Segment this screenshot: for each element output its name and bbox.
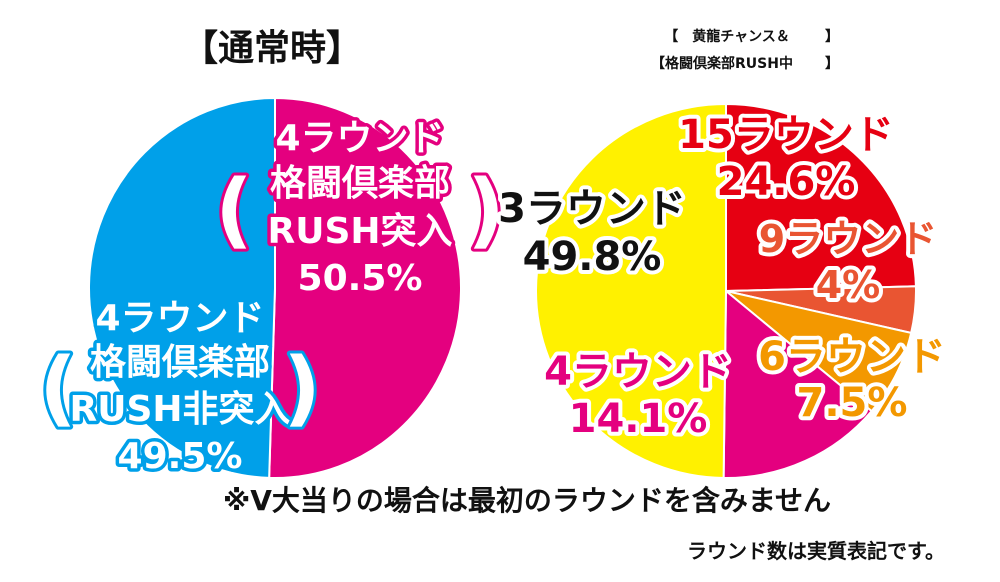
right-chart-title-line-1: 【 黄龍チャンス＆ [664,28,790,45]
left-label-1-paren-1: ( [215,163,252,258]
left-label-1-line-2: 格闘倶楽部 [270,163,450,204]
right-label-3-line-1: 6ラウンド [758,334,946,380]
left-pie-slice-2 [88,96,276,479]
right-chart-title-bracket-1: 】 [825,29,839,45]
right-pie-slice-4 [722,288,874,479]
right-chart-title-line-2: 【格闘倶楽部RUSH中 [651,55,793,72]
right-pie [535,102,917,479]
right-label-3-line-2: 7.5% [797,380,908,426]
right-label-4-line-2: 14.1% [569,396,708,442]
footnote: ※V大当りの場合は最初のラウンドを含みません [223,484,831,517]
right-label-5-line-2: 49.8% [523,234,662,280]
right-chart-title: 【 黄龍チャンス＆ 【格闘倶楽部RUSH中 】 】 [651,28,839,72]
left-pie-slice-1 [268,96,462,479]
right-label-1-line-2: 24.6% [717,159,856,205]
left-label-2-paren-2: ) [283,341,320,436]
sub-footnote: ラウンド数は実質表記です。 [687,539,945,563]
left-pie-labels: 4ラウンド格闘倶楽部RUSH突入50.5%()4ラウンド格闘倶楽部RUSH非突入… [36,115,507,481]
right-label-2-line-1: 9ラウンド [759,217,937,261]
right-label-2-line-2: 4% [816,263,881,307]
left-pie [88,96,462,479]
left-label-2-paren-1: ( [39,341,76,436]
right-pie-slice-5 [535,102,727,479]
left-label-2-line-3: RUSH非突入 [69,389,290,430]
left-label-1-line-4: 50.5% [298,258,423,299]
left-label-1-line-1: 4ラウンド [275,118,444,159]
left-label-2-line-4: 49.5% [118,436,243,477]
left-label-1-line-3: RUSH突入 [267,211,452,252]
right-label-4-line-1: 4ラウンド [544,349,732,395]
right-chart-title-bracket-2: 】 [825,56,839,72]
right-label-5-line-1: 3ラウンド [498,186,686,232]
left-chart-title: 【通常時】 [182,28,362,69]
left-label-2-line-1: 4ラウンド [95,298,264,339]
left-label-2-line-2: 格闘倶楽部 [90,342,270,383]
right-label-1-line-1: 15ラウンド [678,112,894,158]
right-pie-slice-1 [725,102,917,293]
left-label-1-paren-2: ) [467,163,504,258]
